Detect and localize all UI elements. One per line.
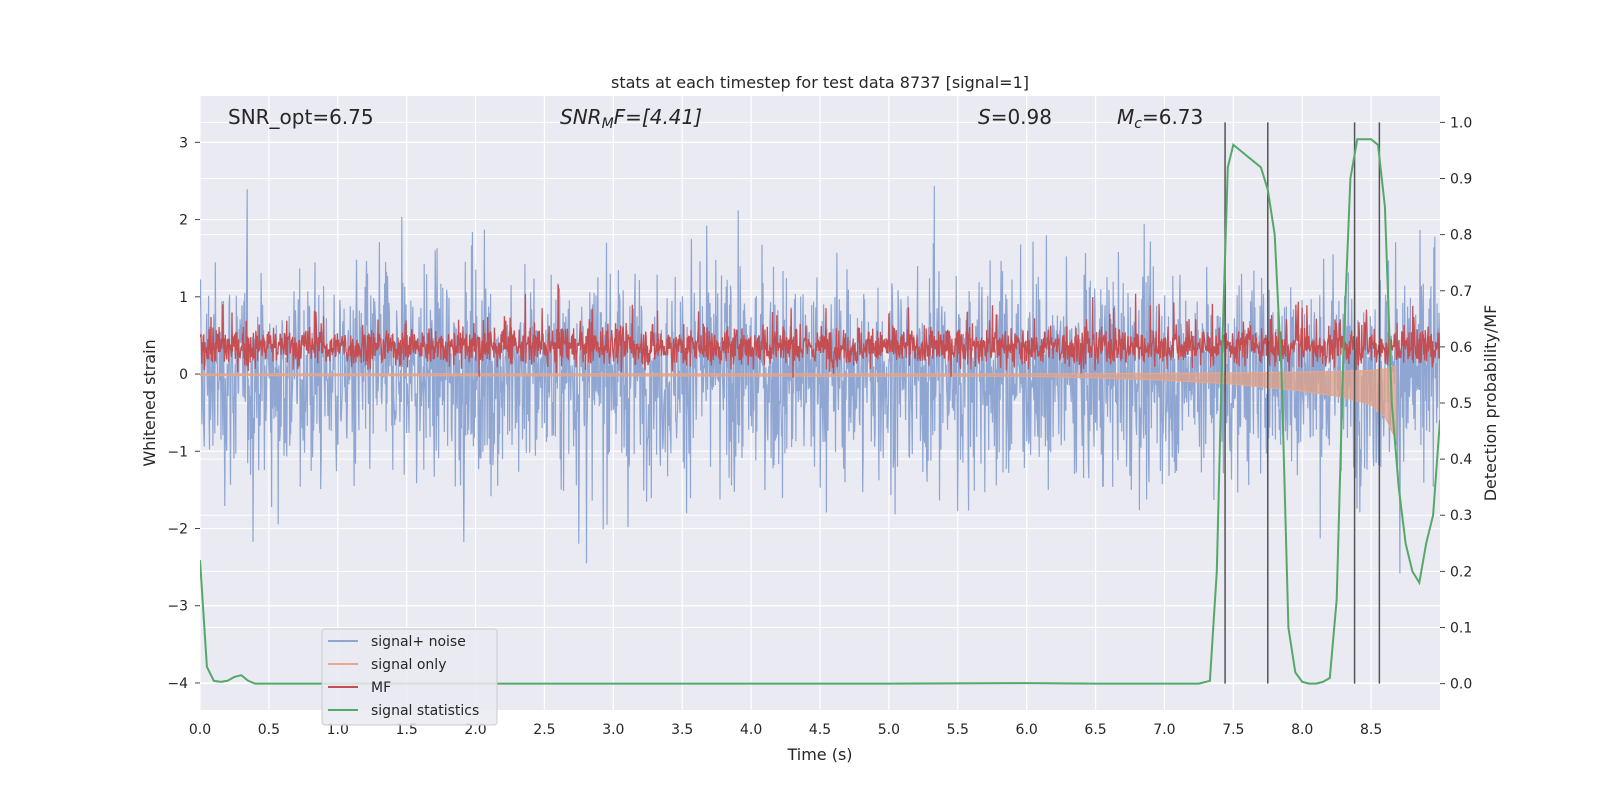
- signal-statistics-series: [200, 138, 1440, 685]
- legend: signal+ noise signal only MF signal stat…: [321, 628, 498, 726]
- right-y-axis-ticks: 1.0 0.9 0.8 0.7 0.6 0.5 0.4 0.3 0.2 0.1 0.0: [1440, 115, 1472, 693]
- y-tick-label-right: 0.4: [1450, 452, 1472, 468]
- x-tick-label: 1.5: [396, 722, 418, 738]
- x-tick-label: 3.0: [602, 722, 624, 738]
- x-tick-label: 7.5: [1222, 722, 1244, 738]
- legend-label-signal-statistics: signal statistics: [371, 703, 479, 719]
- y-tick-label-right: 0.0: [1450, 677, 1472, 693]
- x-tick-label: 5.0: [878, 722, 900, 738]
- y-tick-label-left: 3: [179, 135, 188, 151]
- signal-only-series: [200, 365, 1397, 440]
- y-tick-label-left: −1: [167, 444, 188, 460]
- annotation-mc: Mc=6.73: [1117, 105, 1203, 132]
- annotation-snr-opt: SNR_opt=6.75: [228, 105, 374, 129]
- y-axis-label-right: Detection probability/MF: [1481, 305, 1500, 502]
- legend-box: [321, 628, 498, 726]
- x-tick-label: 7.0: [1153, 722, 1175, 738]
- chart-title: stats at each timestep for test data 873…: [611, 73, 1029, 92]
- signal-noise-series: [200, 185, 1440, 574]
- y-tick-label-left: −4: [167, 676, 188, 692]
- annotation-snr-mf: SNRMF=[4.41]: [560, 105, 702, 132]
- y-tick-label-right: 0.1: [1450, 620, 1472, 636]
- legend-label-mf: MF: [371, 680, 391, 696]
- x-tick-label: 6.5: [1084, 722, 1106, 738]
- y-tick-label-right: 0.5: [1450, 396, 1472, 412]
- x-axis-label: Time (s): [786, 745, 852, 764]
- y-tick-label-right: 0.7: [1450, 284, 1472, 300]
- x-tick-label: 3.5: [671, 722, 693, 738]
- y-tick-label-left: −3: [167, 599, 188, 615]
- y-tick-label-right: 0.2: [1450, 564, 1472, 580]
- x-tick-label: 1.0: [327, 722, 349, 738]
- y-tick-label-left: 0: [179, 367, 188, 383]
- y-tick-label-left: 2: [179, 213, 188, 229]
- y-axis-label-left: Whitened strain: [140, 339, 159, 466]
- y-tick-label-right: 1.0: [1450, 115, 1472, 131]
- y-tick-label-left: 1: [179, 290, 188, 306]
- y-tick-label-right: 0.9: [1450, 172, 1472, 188]
- x-tick-label: 0.0: [189, 722, 211, 738]
- vertical-markers: [1224, 122, 1381, 684]
- left-y-axis-ticks: 3 2 1 0 −1 −2 −3 −4: [167, 135, 200, 692]
- x-tick-label: 2.0: [464, 722, 486, 738]
- x-tick-label: 0.5: [258, 722, 280, 738]
- annotation-s: S=0.98: [978, 105, 1052, 129]
- legend-label-signal-noise: signal+ noise: [371, 634, 466, 650]
- x-axis-ticks: 0.0 0.5 1.0 1.5 2.0 2.5 3.0 3.5 4.0 4.5 5.0 5.5 6.0 6…: [189, 722, 1382, 738]
- mf-series: [200, 284, 1440, 378]
- y-tick-label-right: 0.3: [1450, 508, 1472, 524]
- x-tick-label: 4.0: [740, 722, 762, 738]
- y-tick-label-right: 0.6: [1450, 340, 1472, 356]
- x-tick-label: 6.0: [1016, 722, 1038, 738]
- legend-label-signal-only: signal only: [371, 657, 446, 673]
- y-tick-label-right: 0.8: [1450, 228, 1472, 244]
- x-tick-label: 2.5: [533, 722, 555, 738]
- x-tick-label: 5.5: [947, 722, 969, 738]
- x-tick-label: 8.5: [1360, 722, 1382, 738]
- x-tick-label: 4.5: [809, 722, 831, 738]
- x-tick-label: 8.0: [1291, 722, 1313, 738]
- y-tick-label-left: −2: [167, 522, 188, 538]
